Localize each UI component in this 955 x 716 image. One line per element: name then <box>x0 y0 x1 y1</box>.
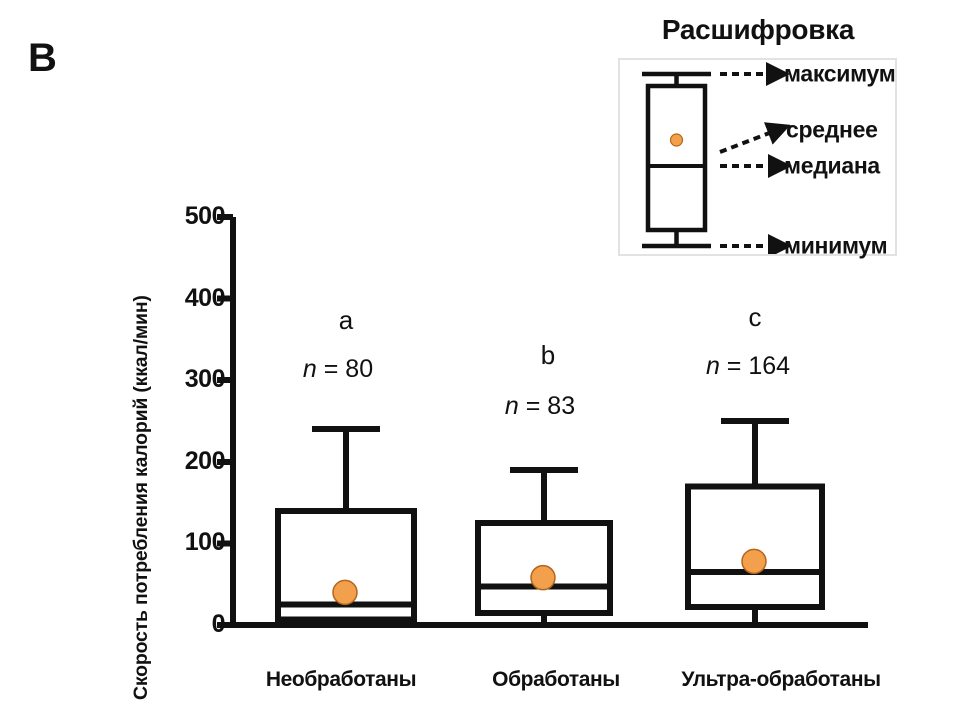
y-tick-label: 400 <box>184 283 226 312</box>
legend-arrow <box>719 122 791 154</box>
y-tick-label: 300 <box>184 365 226 394</box>
legend-title: Расшифровка <box>661 14 855 45</box>
legend-mean-marker <box>669 133 684 147</box>
group-n-symbol: n <box>504 392 519 420</box>
legend-item-label: среднее <box>786 116 878 143</box>
group-sample-size: n = 80 <box>302 355 374 383</box>
y-tick-label: 500 <box>184 202 226 230</box>
group-significance-letter: c <box>748 302 762 332</box>
box-rect <box>685 483 825 611</box>
box-rect <box>475 520 613 616</box>
group-sample-size: n = 164 <box>705 352 791 380</box>
x-tick-label: Необработаны <box>265 668 417 691</box>
mean-marker <box>741 548 767 575</box>
legend-box-rect <box>645 83 708 233</box>
legend-item-label: минимум <box>784 232 888 259</box>
legend-item-label: медиана <box>784 152 880 179</box>
box-rect <box>275 507 417 623</box>
y-tick-label: 100 <box>184 528 226 557</box>
legend-item-label: максимум <box>784 60 896 87</box>
y-tick-label: 0 <box>211 610 226 638</box>
group-significance-letter: b <box>540 340 556 370</box>
panel-letter: B <box>28 36 57 80</box>
group-significance-letter: a <box>338 305 354 335</box>
x-tick-label: Обработаны <box>492 668 620 691</box>
mean-marker <box>332 579 358 606</box>
group-n-symbol: n <box>705 352 720 380</box>
legend-box: максимум среднее медиана минимум <box>618 58 897 259</box>
x-tick-label: Ультра-обработаны <box>681 668 881 691</box>
y-tick-label: 200 <box>184 446 226 475</box>
group-sample-size: n = 83 <box>504 392 576 420</box>
group-n-symbol: n <box>302 355 317 383</box>
legend-diagram <box>642 62 792 254</box>
mean-marker <box>530 564 556 591</box>
